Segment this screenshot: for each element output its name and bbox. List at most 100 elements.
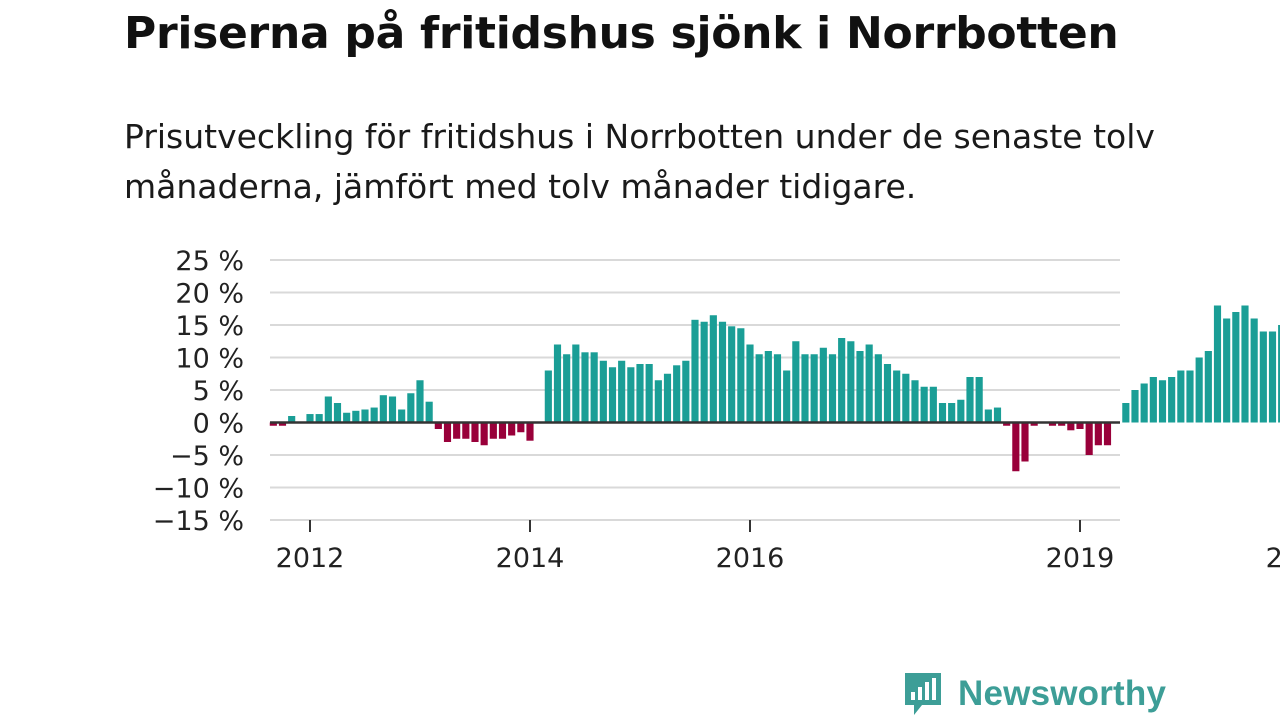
bar [636, 364, 644, 423]
bar [966, 377, 974, 423]
bar [379, 395, 387, 423]
bar [498, 422, 507, 439]
y-tick-label: 25 % [175, 246, 244, 277]
bar [324, 396, 332, 423]
bar [544, 370, 552, 423]
bar [847, 341, 855, 423]
bar [663, 373, 672, 423]
newsworthy-logo-icon [905, 673, 941, 715]
bar [929, 386, 937, 423]
bar [838, 338, 846, 423]
bar [883, 364, 892, 423]
brand-name: Newsworthy [958, 674, 1167, 713]
bar [489, 422, 497, 439]
chart-subtitle: Prisutveckling för fritidshus i Norrbott… [124, 117, 1155, 206]
bar [462, 422, 470, 439]
brand[interactable]: Newsworthy [902, 670, 1166, 718]
bar [1168, 377, 1176, 423]
bar [938, 403, 947, 423]
bar [1223, 318, 1231, 423]
x-tick-label: 2021 [1266, 543, 1280, 574]
bar [819, 347, 827, 423]
y-tick-label: −10 % [153, 474, 244, 505]
bar [599, 360, 607, 423]
bar [1204, 351, 1212, 423]
bar [608, 367, 617, 423]
bar [343, 412, 351, 423]
bar [1232, 312, 1240, 423]
bar [700, 321, 708, 423]
x-tick-label: 2012 [276, 543, 345, 574]
y-tick-label: 15 % [175, 311, 244, 342]
y-tick-label: 10 % [175, 344, 244, 375]
bar [416, 380, 424, 423]
bar [1076, 422, 1084, 429]
bar [1094, 422, 1102, 446]
bar [993, 407, 1002, 423]
bar [856, 351, 864, 423]
bar [1048, 422, 1057, 426]
bar [288, 416, 296, 423]
bar [1058, 422, 1066, 426]
bar [783, 370, 791, 423]
bar [801, 354, 809, 423]
bar [553, 344, 562, 423]
bar [581, 352, 589, 423]
bar [957, 399, 965, 423]
bar [709, 315, 717, 423]
bar [975, 377, 983, 423]
y-tick-label: −5 % [170, 441, 244, 472]
bar [1149, 377, 1157, 423]
bar [718, 321, 727, 423]
bar [673, 365, 681, 423]
bar [792, 341, 800, 423]
bar [911, 380, 919, 423]
bar [443, 422, 452, 442]
bar [902, 373, 910, 423]
bar [590, 352, 598, 423]
bar [1177, 370, 1185, 423]
bar [1250, 318, 1258, 423]
bar [1278, 325, 1280, 423]
bar [810, 354, 818, 423]
bar [425, 401, 433, 423]
x-axis: 2012201420162019202120232025 [270, 421, 1280, 574]
bar [370, 407, 378, 423]
bar [1268, 331, 1277, 423]
bar [526, 422, 534, 441]
bar [691, 319, 699, 423]
bar [315, 414, 323, 423]
y-axis-labels: 25 %20 %15 %10 %5 %0 %−5 %−10 %−15 % [153, 246, 244, 537]
bar [278, 422, 287, 426]
bar [1122, 403, 1130, 423]
bar [306, 414, 314, 423]
bar [388, 396, 397, 423]
bar [865, 344, 873, 423]
bar [572, 344, 580, 423]
bar [737, 328, 745, 423]
bar [269, 422, 277, 426]
y-tick-label: 20 % [175, 279, 244, 310]
bar [508, 422, 516, 436]
bar [480, 422, 488, 446]
bar [654, 380, 662, 423]
bar [563, 354, 571, 423]
bar [1241, 305, 1249, 423]
chart-title: Priserna på fritidshus sjönk i Norrbotte… [124, 8, 1119, 59]
bar [984, 409, 992, 423]
y-tick-label: 5 % [193, 376, 244, 407]
bars [269, 305, 1280, 472]
bar [407, 393, 415, 423]
bar [773, 354, 782, 423]
bar [453, 422, 461, 439]
bar [1030, 422, 1038, 426]
bar [1012, 422, 1020, 472]
bar [398, 409, 406, 423]
bar [352, 410, 360, 423]
bar [361, 409, 369, 423]
bar [645, 364, 653, 423]
bar [1186, 370, 1194, 423]
y-tick-label: −15 % [153, 506, 244, 537]
bar [1085, 422, 1093, 455]
